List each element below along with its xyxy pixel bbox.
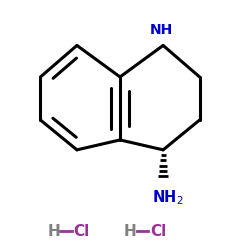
Text: NH$_2$: NH$_2$ xyxy=(152,188,184,207)
Text: H: H xyxy=(124,224,136,238)
Text: Cl: Cl xyxy=(150,224,166,238)
Text: H: H xyxy=(48,224,60,238)
Text: NH: NH xyxy=(150,23,173,37)
Text: Cl: Cl xyxy=(74,224,90,238)
